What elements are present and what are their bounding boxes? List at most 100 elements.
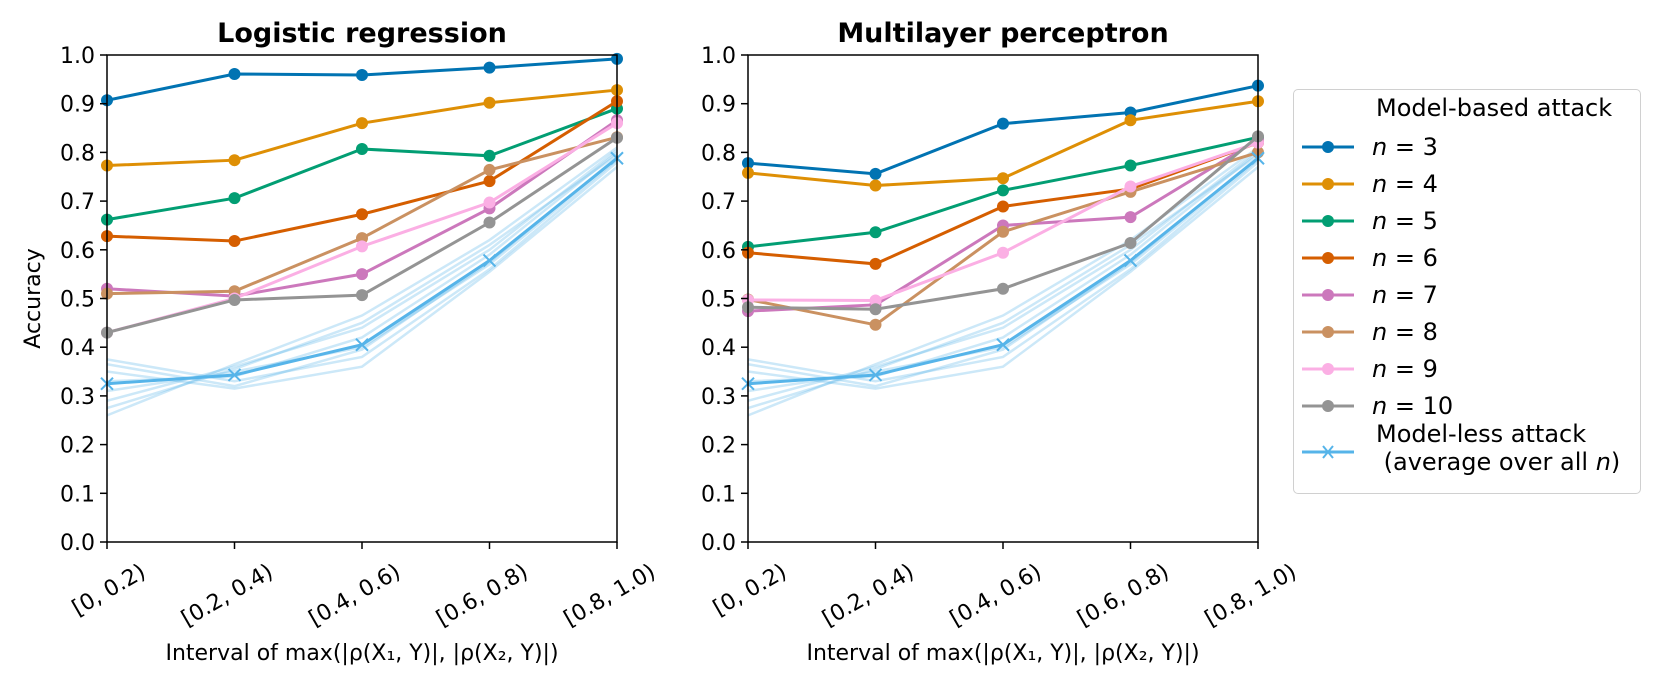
x-tick-label: [0.8, 1.0) (560, 560, 660, 632)
legend-modelless-var: n (1595, 448, 1611, 476)
data-point (483, 96, 496, 109)
series-line (747, 84, 1259, 176)
legend: Model-based attack n = 3 n = 4 n = 5 n = 6 n… (1293, 89, 1641, 494)
data-point (356, 208, 368, 221)
data-point (869, 303, 882, 316)
y-tick-label: 0.3 (701, 385, 736, 410)
y-tick-label: 0.6 (60, 239, 95, 264)
series-n4 (101, 84, 623, 172)
legend-label: n = 3 (1372, 133, 1438, 161)
y-tick-label: 0.8 (60, 141, 95, 166)
x-tick-label: [0.6, 0.8) (1073, 560, 1173, 632)
series-n8 (101, 131, 623, 300)
x-tick-label: [0.8, 1.0) (1201, 560, 1301, 632)
y-tick-label: 0.5 (60, 288, 95, 313)
series-n4 (742, 95, 1264, 192)
data-point (997, 246, 1009, 259)
legend-entry: n = 9 (1294, 354, 1438, 384)
data-point (356, 289, 368, 302)
legend-entry: n = 8 (1294, 317, 1438, 347)
chart-title: Multilayer perceptron (837, 18, 1168, 49)
legend-swatch (1302, 354, 1354, 384)
y-tick-label: 0.4 (701, 336, 736, 361)
modelless-line-7 (106, 153, 618, 410)
legend-title: Model-based attack (1376, 94, 1613, 122)
y-tick-label: 0.0 (60, 531, 95, 556)
y-tick-label: 0.1 (60, 482, 95, 507)
data-point (869, 294, 882, 307)
legend-swatch (1302, 280, 1354, 310)
data-point-x (227, 368, 242, 382)
data-point (228, 192, 241, 205)
legend-label: n = 7 (1372, 281, 1438, 309)
modelless-line-7 (747, 153, 1259, 410)
data-point (356, 240, 368, 253)
data-point (228, 154, 241, 167)
y-tick-label: 0.7 (701, 190, 736, 215)
data-point (869, 318, 882, 331)
data-point-x (868, 368, 883, 382)
y-tick-label: 0.1 (701, 482, 736, 507)
y-tick-label: 0.5 (701, 288, 736, 313)
y-tick-label: 0.9 (60, 93, 95, 118)
y-tick-label: 0.7 (60, 190, 95, 215)
legend-entry: n = 10 (1294, 391, 1453, 421)
modelless-line-8 (106, 146, 618, 417)
y-tick-label: 0.9 (701, 93, 736, 118)
data-point (1124, 159, 1137, 172)
data-point (1124, 180, 1137, 193)
data-point (483, 175, 496, 188)
modelless-line-1 (747, 161, 1259, 383)
chart-panel-2: 0.0 0.1 0.2 0.3 0.4 0.5 0.6 0.7 0.8 0.9 1.0 [0, 0.2… (701, 18, 1301, 666)
data-point (997, 117, 1009, 130)
series-n3 (742, 79, 1264, 180)
data-point-x (482, 253, 497, 268)
y-tick-label: 0.6 (701, 239, 736, 264)
legend-modelless-line1: Model-less attack (1376, 420, 1587, 448)
data-point (356, 117, 368, 130)
data-point (997, 282, 1009, 295)
x-axis-label: Interval of max(|ρ(X₁, Y)|, |ρ(X₂, Y)|) (165, 641, 558, 666)
series-n6 (101, 95, 623, 248)
legend-entry: n = 5 (1294, 206, 1438, 236)
y-tick-label: 0.2 (701, 434, 736, 459)
data-point-x (996, 338, 1010, 352)
x-tick-label: [0, 0.2) (709, 560, 791, 622)
data-point (228, 293, 241, 306)
data-point-x (355, 338, 369, 352)
data-point (483, 61, 496, 74)
legend-entry: n = 4 (1294, 169, 1438, 199)
y-tick-label: 0.0 (701, 531, 736, 556)
y-tick-label: 0.8 (701, 141, 736, 166)
data-point (1124, 211, 1137, 224)
chart-panel-1: 0.0 0.1 0.2 0.3 0.4 0.5 0.6 0.7 0.8 0.9 1.0 [0, 0.2… (21, 18, 660, 666)
legend-swatch (1302, 132, 1354, 162)
legend-swatch (1302, 391, 1354, 421)
x-tick-label: [0.2, 0.4) (818, 560, 918, 632)
chart-title: Logistic regression (217, 18, 507, 49)
y-tick-label: 1.0 (60, 44, 95, 69)
series-n5 (101, 102, 623, 226)
modelless-line-3 (106, 166, 618, 390)
y-tick-label: 0.2 (60, 434, 95, 459)
data-point (997, 172, 1009, 185)
y-tick-label: 0.4 (60, 336, 95, 361)
data-point (483, 196, 496, 209)
data-point (483, 149, 496, 162)
legend-label: n = 10 (1372, 392, 1454, 420)
data-point (228, 67, 241, 80)
data-point (997, 184, 1009, 197)
legend-swatch (1302, 243, 1354, 273)
data-point (1124, 236, 1137, 249)
x-tick-label: [0.4, 0.6) (946, 560, 1046, 632)
data-point (869, 179, 882, 192)
legend-label: n = 9 (1372, 355, 1438, 383)
data-point (869, 167, 882, 180)
y-tick-label: 1.0 (701, 44, 736, 69)
legend-label-modelless: Model-less attack (average over all n) (1376, 420, 1620, 476)
data-point (869, 226, 882, 239)
legend-entry: n = 7 (1294, 280, 1438, 310)
y-axis-label: Accuracy (21, 248, 46, 348)
data-point-x (1123, 253, 1138, 268)
